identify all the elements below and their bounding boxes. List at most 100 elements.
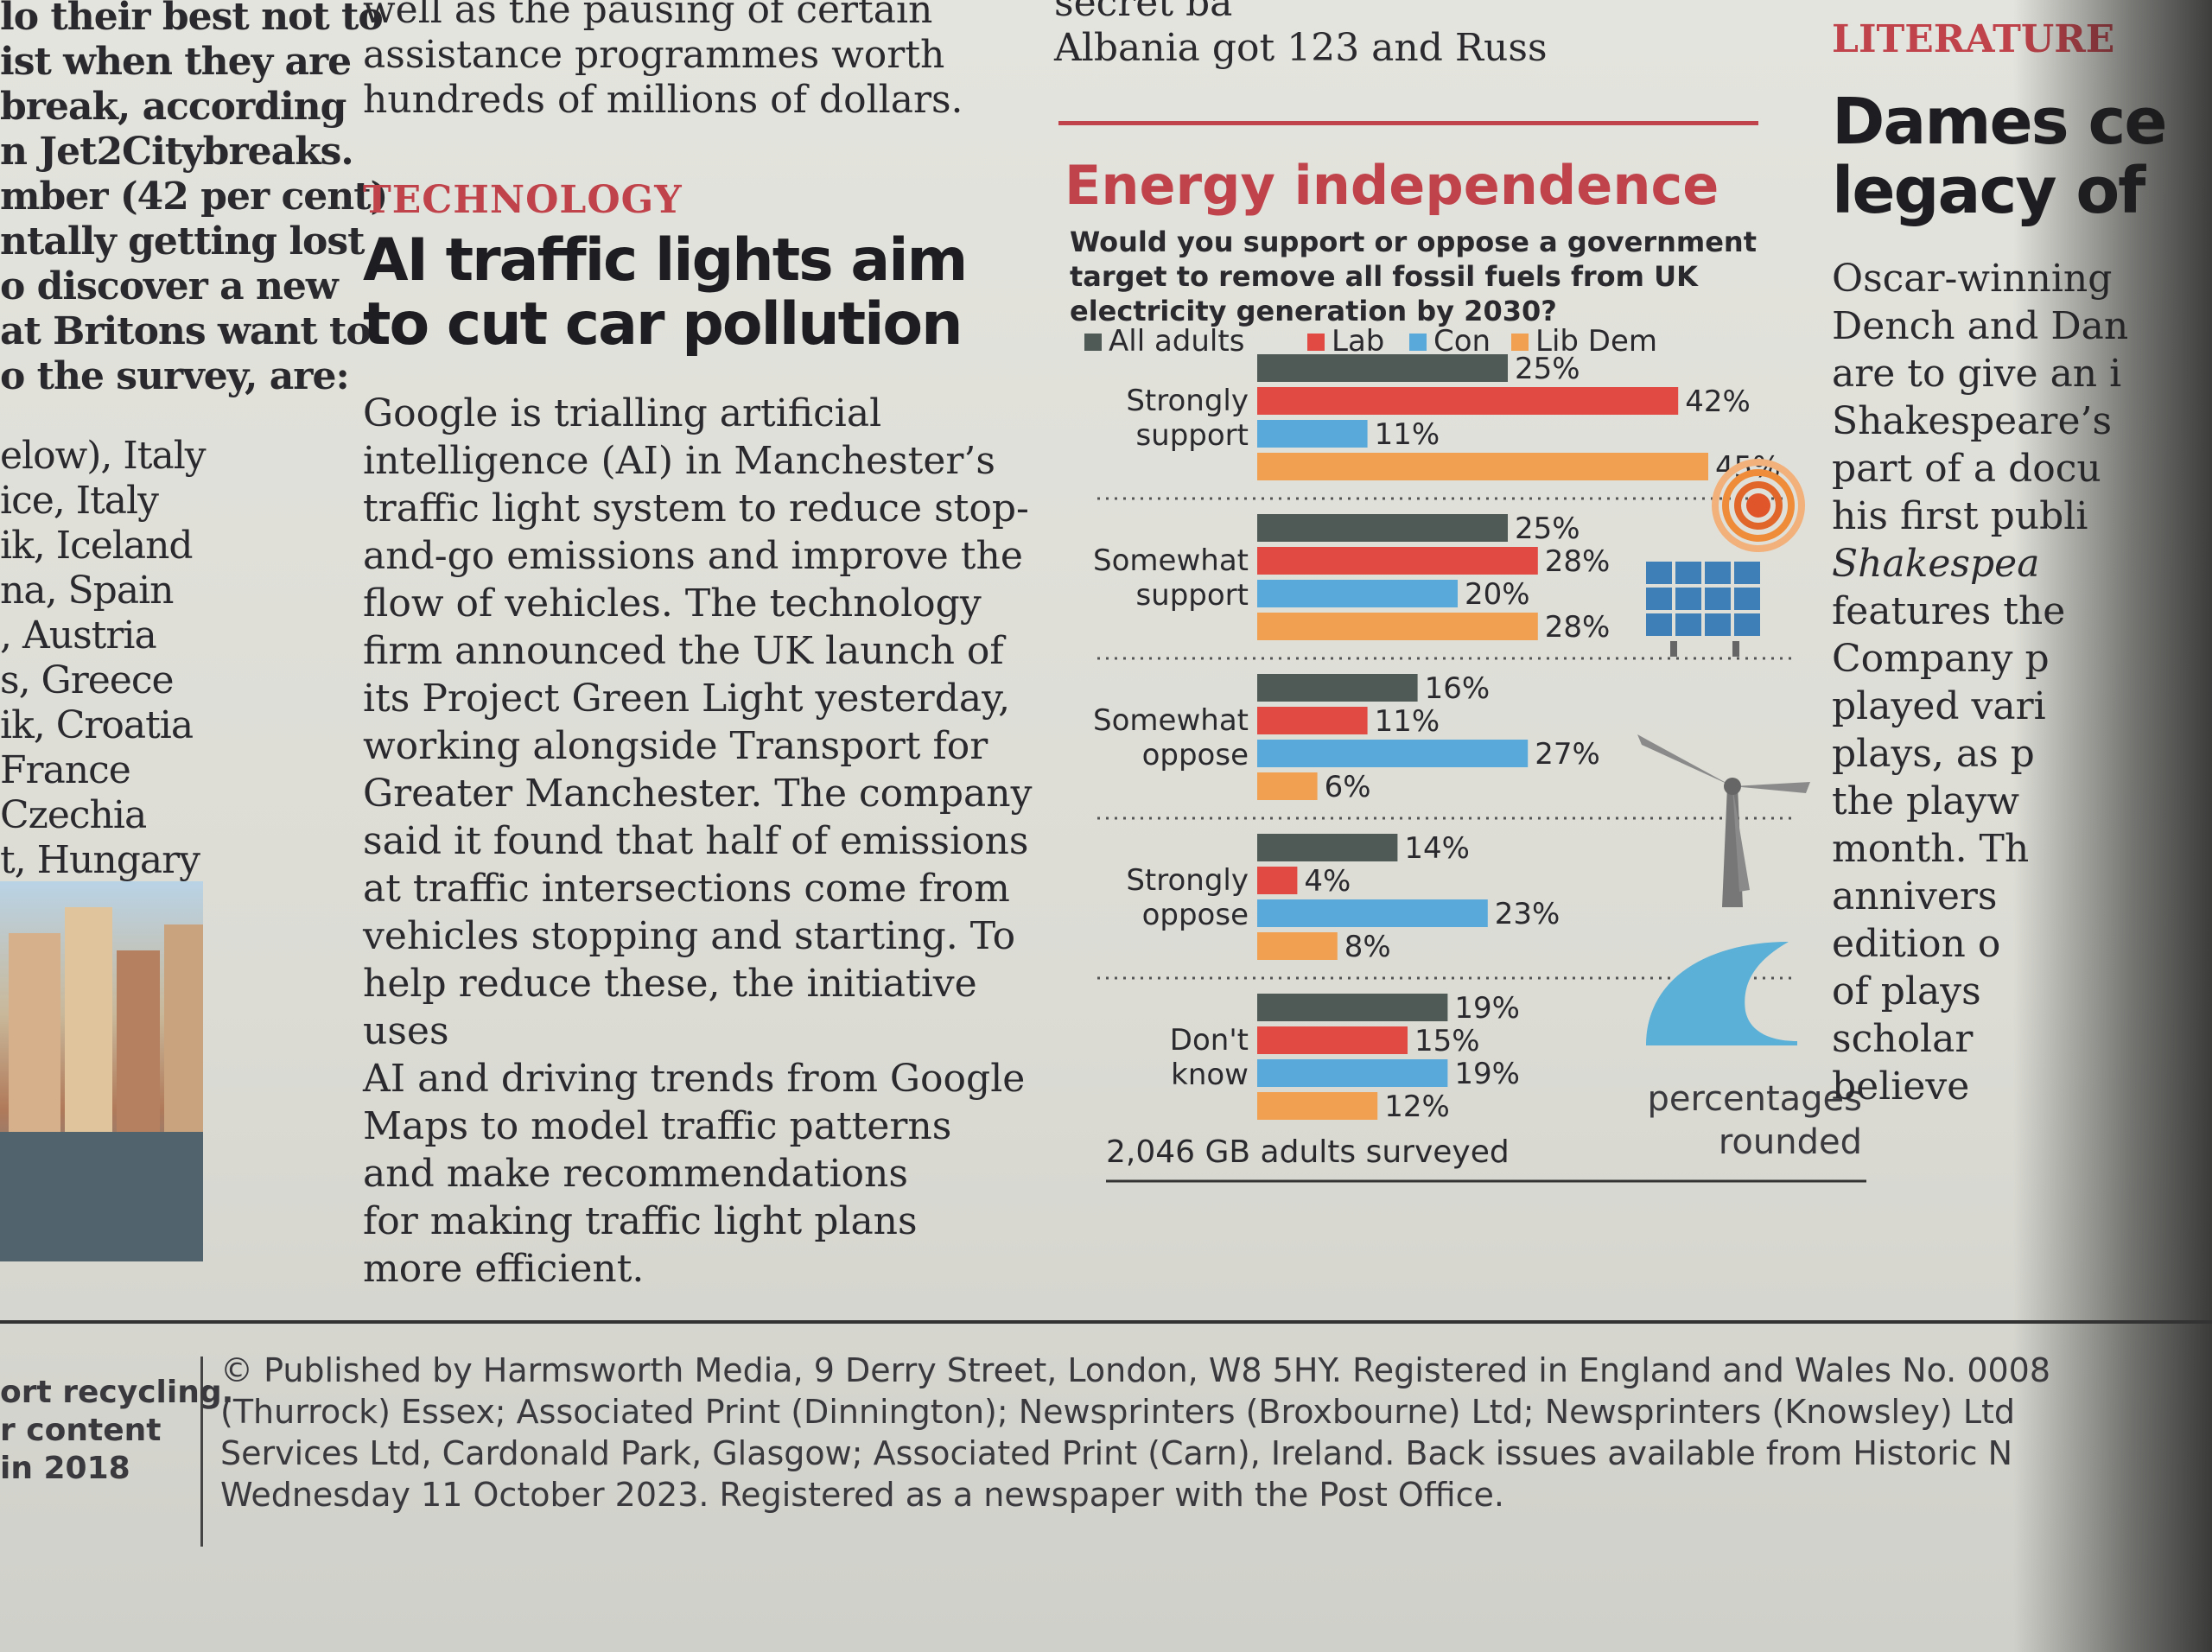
- legend-label: All adults: [1109, 324, 1244, 359]
- bar-lab: [1257, 1026, 1408, 1054]
- category-label: Don't: [1170, 1023, 1249, 1058]
- bar-lab: [1257, 547, 1538, 575]
- category-label: support: [1135, 418, 1249, 453]
- imprint-text: © Published by Harmsworth Media, 9 Derry…: [220, 1351, 2051, 1514]
- category-label: know: [1171, 1058, 1249, 1092]
- category-label: Strongly: [1126, 863, 1249, 898]
- bar-all-adults: [1257, 674, 1418, 702]
- left-column-text: lo their best not to ist when they are bre…: [0, 0, 388, 399]
- category-label: Strongly: [1126, 384, 1249, 418]
- bar-lib-dem: [1257, 932, 1338, 960]
- text-line: mber (42 per cent): [0, 175, 388, 219]
- article-body: Google is trialling artificial intellige…: [363, 391, 1033, 1291]
- text-line: s, Greece: [0, 658, 175, 702]
- text-line: well as the pausing of certain: [363, 0, 933, 32]
- previous-article-text: well as the pausing of certain assistance…: [363, 0, 1046, 123]
- data-label: 11%: [1375, 704, 1440, 739]
- bar-lab: [1257, 387, 1679, 415]
- section-label: TECHNOLOGY: [363, 178, 683, 222]
- category-label: oppose: [1142, 738, 1249, 772]
- bar-con: [1257, 740, 1529, 767]
- text-line: o discover a new: [0, 264, 339, 308]
- text-line: t, Hungary: [0, 838, 200, 882]
- rounding-note: percentages: [1647, 1079, 1862, 1119]
- destination-list: elow), Italy ice, Italy ik, Iceland na, Spa…: [0, 434, 311, 883]
- text-line: France: [0, 748, 131, 792]
- section-label-literature: LITERATURE: [1832, 17, 2115, 61]
- data-label: 15%: [1414, 1024, 1480, 1058]
- text-line: n Jet2Citybreaks.: [0, 130, 354, 174]
- data-label: 28%: [1545, 610, 1611, 645]
- category-label: Somewhat: [1093, 703, 1249, 738]
- rounding-note: rounded: [1719, 1122, 1862, 1162]
- text-line: o the survey, are:: [0, 354, 350, 398]
- bar-all-adults: [1257, 354, 1508, 382]
- text-line: ik, Croatia: [0, 703, 194, 747]
- legend-swatch: [1409, 334, 1427, 351]
- wind-turbine-icon: [1637, 734, 1810, 907]
- text-line: elow), Italy: [0, 434, 207, 478]
- data-label: 20%: [1465, 577, 1530, 612]
- text-line: ist when they are: [0, 40, 352, 84]
- legend-swatch: [1307, 334, 1325, 351]
- legend-label: Lib Dem: [1535, 324, 1657, 359]
- text-line: na, Spain: [0, 569, 175, 613]
- bar-lib-dem: [1257, 772, 1318, 800]
- data-label: 4%: [1304, 864, 1351, 899]
- legend-swatch: [1084, 334, 1102, 351]
- literature-headline: Dames ce legacy of: [1832, 85, 2168, 228]
- bar-lib-dem: [1257, 1092, 1378, 1120]
- literature-article: LITERATURE Dames ce legacy of Oscar-winn…: [1832, 0, 2212, 1227]
- bar-lib-dem: [1257, 453, 1708, 480]
- data-label: 23%: [1495, 897, 1560, 931]
- bar-lib-dem: [1257, 613, 1538, 640]
- text-line: ik, Iceland: [0, 524, 194, 568]
- text-line: , Austria: [0, 613, 157, 658]
- bar-con: [1257, 1059, 1448, 1087]
- footer-rule: [0, 1320, 2212, 1324]
- article-headline: AI traffic lights aim to cut car polluti…: [363, 226, 968, 359]
- text-line: Czechia: [0, 793, 147, 837]
- venice-photo: [0, 881, 203, 1261]
- legend-swatch: [1511, 334, 1529, 351]
- data-label: 6%: [1325, 770, 1371, 804]
- category-label: support: [1135, 578, 1249, 613]
- data-label: 8%: [1344, 930, 1391, 964]
- text-line: break, according: [0, 85, 346, 129]
- sun-icon: [1712, 459, 1805, 552]
- data-label: 14%: [1404, 831, 1470, 866]
- category-label: Somewhat: [1093, 543, 1249, 578]
- data-label: 19%: [1454, 991, 1520, 1026]
- text-line: at Britons want to: [0, 309, 372, 353]
- data-label: 27%: [1535, 737, 1600, 772]
- previous-article-text-right: secret ba Albania got 123 and Russ: [1054, 0, 1548, 70]
- chart-top-rule: [1058, 121, 1758, 125]
- legend-label: Lab: [1332, 324, 1384, 359]
- text-line: hundreds of millions of dollars.: [363, 78, 963, 122]
- footer-divider: [200, 1357, 203, 1547]
- bar-all-adults: [1257, 514, 1508, 542]
- technology-article: well as the pausing of certain assistance…: [363, 0, 1046, 1293]
- bar-con: [1257, 420, 1368, 448]
- data-label: 42%: [1685, 384, 1751, 419]
- bar-all-adults: [1257, 994, 1448, 1021]
- data-label: 19%: [1454, 1057, 1520, 1091]
- wave-icon: [1646, 942, 1797, 1045]
- data-label: 16%: [1425, 671, 1491, 706]
- left-column: lo their best not to ist when they are bre…: [0, 0, 388, 1261]
- bar-con: [1257, 899, 1488, 927]
- bar-con: [1257, 580, 1458, 607]
- chart-title: Energy independence: [1065, 154, 1719, 217]
- solar-panel-icon: [1646, 562, 1760, 657]
- footer-left-text: ort recycling. r content in 2018: [0, 1375, 234, 1486]
- text-line: assistance programmes worth: [363, 33, 945, 77]
- legend-label: Con: [1433, 324, 1491, 359]
- data-label: 11%: [1375, 417, 1440, 452]
- text-line: lo their best not to: [0, 0, 384, 39]
- survey-note: 2,046 GB adults surveyed: [1106, 1134, 1510, 1170]
- data-label: 25%: [1515, 511, 1580, 546]
- bar-lab: [1257, 707, 1368, 734]
- data-label: 28%: [1545, 544, 1611, 579]
- category-label: oppose: [1142, 898, 1249, 932]
